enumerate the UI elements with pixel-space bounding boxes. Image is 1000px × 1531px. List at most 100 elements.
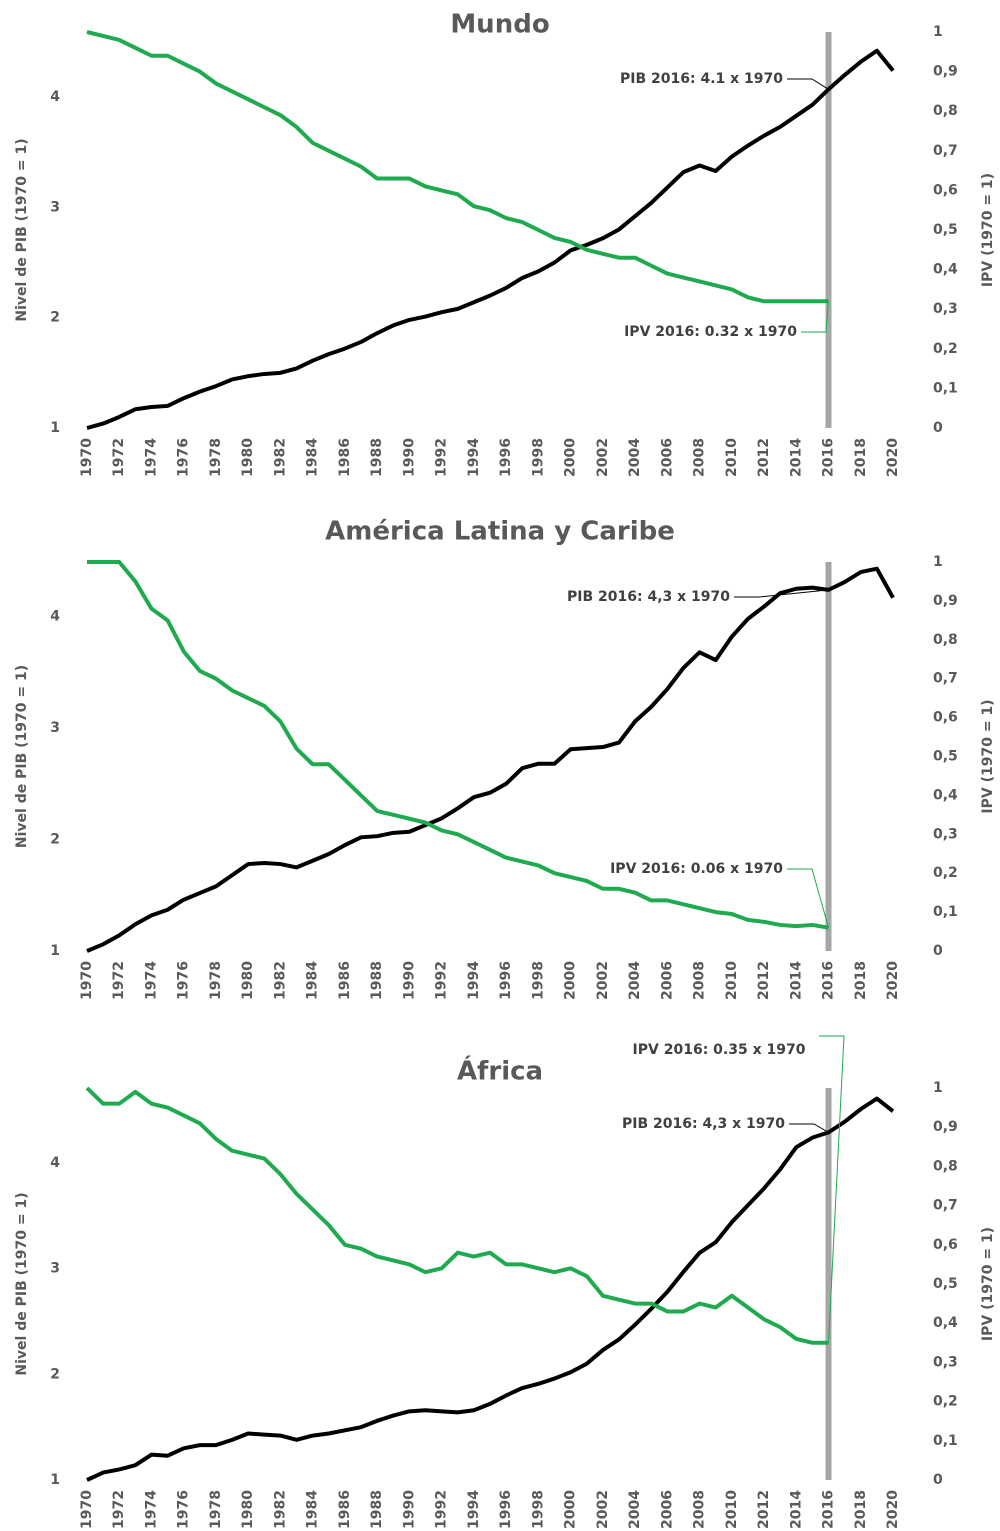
x-tick-label: 1976 bbox=[176, 438, 192, 477]
y2-tick-label: 0,7 bbox=[933, 671, 958, 687]
x-tick-label: 1978 bbox=[208, 961, 224, 1000]
annotation: IPV 2016: 0.35 x 1970 bbox=[633, 1042, 806, 1058]
x-tick-label: 2020 bbox=[885, 438, 901, 477]
x-tick-label: 2008 bbox=[692, 1490, 708, 1529]
x-tick-label: 1980 bbox=[240, 961, 256, 1000]
y2-tick-label: 0,7 bbox=[933, 1198, 958, 1214]
y2-tick-label: 0,7 bbox=[933, 143, 958, 159]
x-tick-label: 1982 bbox=[272, 438, 288, 477]
x-tick-label: 2006 bbox=[659, 1490, 675, 1529]
x-tick-label: 1984 bbox=[305, 961, 321, 1000]
annotation: PIB 2016: 4,3 x 1970 bbox=[567, 589, 730, 605]
x-tick-label: 1998 bbox=[530, 961, 546, 1000]
series-line bbox=[86, 48, 895, 430]
x-tick-label: 1972 bbox=[111, 1490, 127, 1529]
x-tick-label: 2018 bbox=[853, 961, 869, 1000]
y2-tick-label: 1 bbox=[933, 1080, 943, 1096]
x-tick-label: 2016 bbox=[821, 961, 837, 1000]
chart-title: Mundo bbox=[450, 10, 549, 40]
x-tick-label: 1990 bbox=[401, 961, 417, 1000]
x-tick-label: 2002 bbox=[595, 438, 611, 477]
x-tick-label: 2014 bbox=[788, 961, 804, 1000]
y2-axis-label: IPV (1970 = 1) bbox=[980, 1227, 996, 1341]
x-tick-label: 2004 bbox=[627, 1490, 643, 1529]
leader-line bbox=[819, 1035, 845, 1343]
y-axis-label: Nivel de PIB (1970 = 1) bbox=[14, 665, 30, 848]
y2-tick-label: 0,6 bbox=[933, 1237, 958, 1253]
x-tick-label: 2010 bbox=[724, 438, 740, 477]
y-axis-label: Nivel de PIB (1970 = 1) bbox=[14, 1192, 30, 1375]
y-tick-label: 4 bbox=[50, 1155, 60, 1171]
x-tick-label: 2000 bbox=[563, 961, 579, 1000]
leader-line bbox=[734, 589, 829, 598]
x-tick-label: 1976 bbox=[176, 961, 192, 1000]
x-tick-label: 1998 bbox=[530, 1490, 546, 1529]
chart-title: África bbox=[457, 1055, 543, 1087]
x-tick-label: 1982 bbox=[272, 961, 288, 1000]
x-tick-label: 2018 bbox=[853, 1490, 869, 1529]
y-tick-label: 2 bbox=[50, 1366, 60, 1382]
y2-tick-label: 0,1 bbox=[933, 380, 958, 396]
x-tick-label: 1970 bbox=[79, 1490, 95, 1529]
x-tick-label: 2020 bbox=[885, 1490, 901, 1529]
y2-tick-label: 0,2 bbox=[933, 341, 958, 357]
y2-tick-label: 0,8 bbox=[933, 632, 958, 648]
y2-tick-label: 1 bbox=[933, 554, 943, 570]
x-tick-label: 2020 bbox=[885, 961, 901, 1000]
y2-tick-label: 0,1 bbox=[933, 1433, 958, 1449]
y2-tick-label: 0 bbox=[933, 1472, 943, 1488]
x-tick-label: 2012 bbox=[756, 438, 772, 477]
series-line bbox=[87, 560, 829, 930]
y2-tick-label: 0,5 bbox=[933, 749, 958, 765]
series-line bbox=[86, 566, 895, 953]
y2-tick-label: 0,9 bbox=[933, 64, 958, 80]
y-tick-label: 4 bbox=[50, 89, 60, 105]
x-tick-label: 2002 bbox=[595, 1490, 611, 1529]
y2-tick-label: 0,8 bbox=[933, 103, 958, 119]
y2-tick-label: 0,4 bbox=[933, 1315, 958, 1331]
y2-tick-label: 0,4 bbox=[933, 262, 958, 278]
y-tick-label: 1 bbox=[50, 420, 60, 436]
y2-tick-label: 0,9 bbox=[933, 1119, 958, 1135]
y-tick-label: 1 bbox=[50, 943, 60, 959]
x-tick-label: 1990 bbox=[401, 438, 417, 477]
leader-line bbox=[787, 78, 829, 90]
y2-tick-label: 0,8 bbox=[933, 1158, 958, 1174]
y2-tick-label: 0,4 bbox=[933, 787, 958, 803]
x-tick-label: 1986 bbox=[337, 1490, 353, 1529]
x-tick-label: 1974 bbox=[143, 438, 159, 477]
x-tick-label: 1988 bbox=[369, 961, 385, 1000]
leader-line bbox=[801, 301, 830, 333]
y-tick-label: 4 bbox=[50, 609, 60, 625]
y-axis-label: Nivel de PIB (1970 = 1) bbox=[14, 138, 30, 321]
x-tick-label: 1992 bbox=[434, 438, 450, 477]
x-tick-label: 1996 bbox=[498, 438, 514, 477]
y-tick-label: 2 bbox=[50, 832, 60, 848]
x-tick-label: 2014 bbox=[788, 1490, 804, 1529]
x-tick-label: 2002 bbox=[595, 961, 611, 1000]
x-tick-label: 1988 bbox=[369, 438, 385, 477]
annotation: PIB 2016: 4.1 x 1970 bbox=[620, 71, 783, 87]
x-tick-label: 2016 bbox=[821, 1490, 837, 1529]
y2-tick-label: 0,6 bbox=[933, 182, 958, 198]
x-tick-label: 1980 bbox=[240, 1490, 256, 1529]
x-tick-label: 2000 bbox=[563, 1490, 579, 1529]
y2-axis-label: IPV (1970 = 1) bbox=[980, 699, 996, 813]
leader-line bbox=[787, 868, 830, 928]
x-tick-label: 1994 bbox=[466, 961, 482, 1000]
y2-tick-label: 0,3 bbox=[933, 826, 958, 842]
series-line bbox=[85, 1086, 829, 1345]
x-tick-label: 1992 bbox=[434, 961, 450, 1000]
x-tick-label: 1994 bbox=[466, 438, 482, 477]
x-tick-label: 2010 bbox=[724, 961, 740, 1000]
chart-title: América Latina y Caribe bbox=[325, 517, 675, 547]
x-tick-label: 1992 bbox=[434, 1490, 450, 1529]
x-tick-label: 1996 bbox=[498, 1490, 514, 1529]
x-tick-label: 2004 bbox=[627, 961, 643, 1000]
x-tick-label: 2008 bbox=[692, 961, 708, 1000]
x-tick-label: 2004 bbox=[627, 438, 643, 477]
series-line bbox=[86, 30, 829, 304]
x-tick-label: 1994 bbox=[466, 1490, 482, 1529]
x-tick-label: 1974 bbox=[143, 961, 159, 1000]
